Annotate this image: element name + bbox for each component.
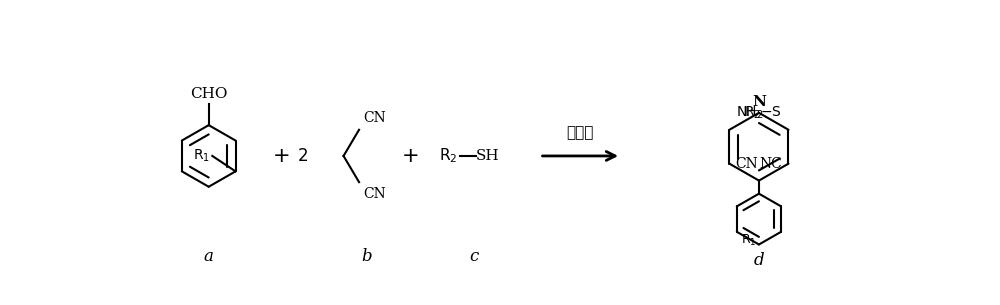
Text: R$_1$: R$_1$ — [741, 233, 756, 249]
Text: +: + — [401, 146, 419, 166]
Text: CN: CN — [363, 187, 386, 201]
Text: +: + — [273, 146, 290, 166]
Text: 催化剂: 催化剂 — [567, 126, 594, 141]
Text: CN: CN — [363, 111, 386, 125]
Text: SH: SH — [476, 149, 500, 163]
Text: b: b — [361, 248, 372, 264]
Text: R$_1$: R$_1$ — [193, 148, 210, 164]
Text: NH$_2$: NH$_2$ — [736, 104, 763, 120]
Text: R$_2$−S: R$_2$−S — [744, 104, 782, 120]
Text: N: N — [752, 95, 766, 109]
Text: a: a — [204, 248, 214, 264]
Text: CHO: CHO — [190, 87, 227, 101]
Text: c: c — [469, 248, 478, 264]
Text: R$_2$: R$_2$ — [439, 147, 457, 165]
Text: d: d — [754, 252, 764, 269]
Text: NC: NC — [760, 157, 782, 171]
Text: 2: 2 — [298, 147, 309, 165]
Text: CN: CN — [736, 157, 758, 171]
